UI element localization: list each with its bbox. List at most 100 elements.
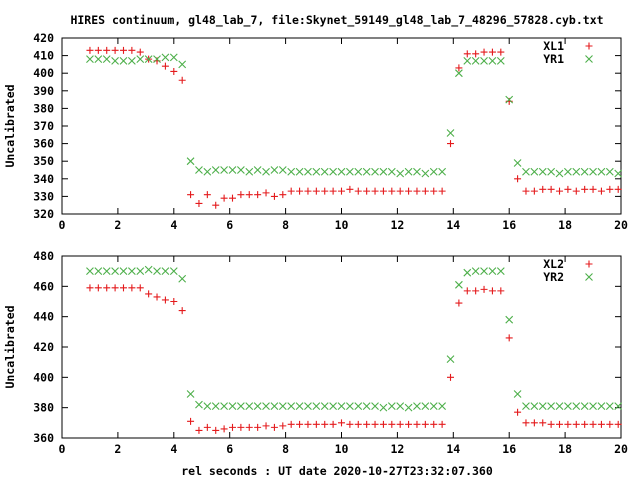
data-point (572, 167, 581, 176)
y-tick-label: 440 (33, 310, 54, 324)
data-point (262, 402, 270, 411)
data-point (413, 402, 421, 411)
data-point (597, 167, 606, 176)
data-point (312, 167, 321, 176)
top-panel: 0 2 4 6 8 10 12 14 16 18 20 320 330 340 350 360 370 380 39… (3, 31, 628, 232)
data-point (128, 46, 136, 54)
y-tick-label: 380 (33, 401, 54, 415)
data-point (405, 420, 413, 428)
data-point (430, 187, 438, 195)
y-tick-label: 410 (33, 49, 54, 63)
data-point (438, 420, 446, 428)
data-point (321, 187, 329, 195)
data-point (312, 420, 320, 428)
data-point (220, 402, 228, 411)
y-tick-label: 400 (33, 66, 54, 80)
data-point (455, 64, 463, 72)
data-point (371, 187, 379, 195)
x-tick-label: 2 (114, 218, 121, 232)
data-point (203, 167, 212, 176)
data-point (228, 166, 237, 174)
data-point (278, 166, 287, 174)
data-point (522, 419, 530, 427)
data-point (363, 187, 371, 195)
data-point (488, 56, 497, 65)
data-point (564, 402, 572, 411)
data-point (195, 166, 203, 174)
data-point (421, 402, 430, 411)
data-point (304, 167, 312, 176)
data-point (538, 167, 547, 176)
data-point (295, 402, 304, 411)
data-point (455, 69, 463, 78)
x-tick-label: 10 (335, 442, 349, 456)
data-point (287, 187, 295, 195)
data-point (320, 167, 329, 176)
data-point (203, 423, 211, 431)
data-point (522, 167, 530, 176)
data-point (187, 191, 195, 199)
legend-label: XL2 (543, 257, 564, 271)
data-point (119, 56, 128, 65)
data-point (379, 420, 387, 428)
data-point (513, 159, 522, 167)
data-point (136, 284, 144, 292)
data-point (472, 287, 480, 295)
x-tick-label: 18 (558, 442, 572, 456)
data-point (404, 167, 413, 176)
x-tick-label: 0 (59, 442, 66, 456)
data-point (254, 191, 262, 199)
y-tick-label: 380 (33, 101, 54, 115)
data-point (136, 55, 145, 64)
data-point (186, 390, 195, 398)
data-point (547, 420, 555, 428)
data-point (421, 187, 429, 195)
data-point (94, 55, 103, 64)
data-point (178, 307, 186, 315)
legend-label: YR1 (543, 52, 564, 66)
data-point (262, 167, 270, 176)
x-tick-label: 2 (114, 442, 121, 456)
y-tick-label: 420 (33, 340, 54, 354)
data-point (438, 187, 446, 195)
y-tick-label: 350 (33, 154, 54, 168)
data-point (379, 167, 388, 176)
x-tick-label: 10 (335, 218, 349, 232)
data-point (480, 267, 488, 276)
x-tick-label: 12 (390, 218, 404, 232)
data-point (102, 55, 111, 64)
data-point (480, 56, 488, 65)
data-point (203, 402, 212, 411)
data-point (488, 267, 497, 276)
y-tick-label: 480 (33, 249, 54, 263)
data-point (413, 420, 421, 428)
data-point (270, 166, 279, 174)
data-point (237, 191, 245, 199)
x-tick-label: 0 (59, 218, 66, 232)
data-point (471, 267, 480, 276)
data-point (429, 167, 438, 176)
data-point (463, 50, 471, 58)
data-point (245, 167, 254, 176)
data-point (94, 267, 103, 276)
x-tick-label: 20 (614, 218, 628, 232)
legend-label: YR2 (543, 270, 564, 284)
data-point (329, 187, 337, 195)
data-point (270, 402, 279, 411)
data-point (346, 185, 354, 193)
data-point (447, 140, 455, 148)
series-XL1 (86, 46, 622, 209)
data-point (396, 402, 405, 411)
data-point (245, 402, 254, 411)
data-point (153, 293, 161, 301)
data-point (455, 299, 463, 307)
data-point (614, 169, 623, 178)
data-point (589, 420, 597, 428)
data-point (396, 169, 405, 178)
data-point (463, 287, 471, 295)
x-tick-label: 4 (170, 218, 177, 232)
data-point (446, 129, 455, 137)
data-point (480, 48, 488, 56)
x-tick-label: 16 (502, 442, 516, 456)
